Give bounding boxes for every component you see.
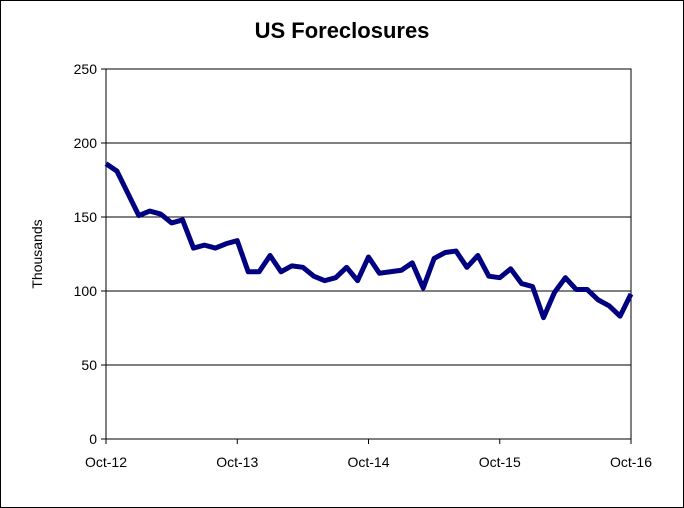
y-axis-label: Thousands (29, 219, 45, 288)
x-tick-label: Oct-12 (85, 454, 127, 470)
y-tick-label: 150 (74, 209, 98, 225)
x-tick-label: Oct-16 (610, 454, 652, 470)
y-tick-label: 250 (74, 61, 98, 77)
y-tick-label: 100 (74, 283, 98, 299)
plot-area (105, 68, 632, 440)
y-tick-label: 50 (81, 357, 97, 373)
x-tick-label: Oct-14 (347, 454, 389, 470)
x-tick-label: Oct-13 (216, 454, 258, 470)
x-tick-label: Oct-15 (479, 454, 521, 470)
chart-title: US Foreclosures (255, 18, 430, 43)
y-tick-label: 200 (74, 135, 98, 151)
line-series (104, 161, 634, 321)
y-tick-label: 0 (89, 431, 97, 447)
